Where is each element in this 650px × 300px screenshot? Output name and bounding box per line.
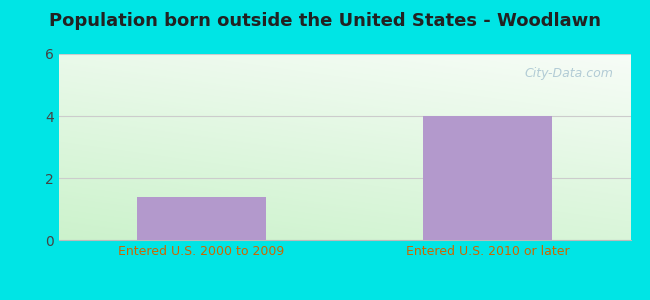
Text: Population born outside the United States - Woodlawn: Population born outside the United State… bbox=[49, 12, 601, 30]
Text: City-Data.com: City-Data.com bbox=[525, 67, 614, 80]
Bar bbox=[423, 116, 552, 240]
Bar bbox=[137, 196, 266, 240]
